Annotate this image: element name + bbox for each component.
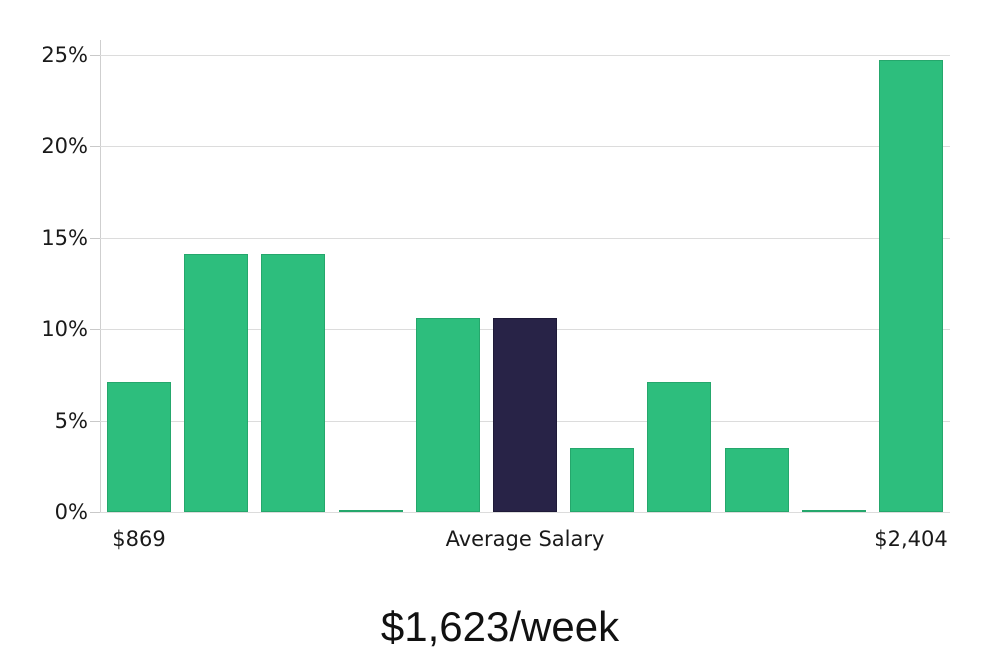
y-axis-label: 10% (41, 317, 88, 342)
y-axis-line (100, 40, 101, 513)
y-axis-label: 5% (54, 408, 88, 433)
y-tick-mark (90, 420, 100, 422)
salary-bucket-bar (570, 448, 634, 512)
y-tick-mark (90, 146, 100, 148)
salary-bucket-bar (416, 318, 480, 512)
y-axis-label: 15% (41, 225, 88, 250)
salary-bucket-bar (261, 254, 325, 512)
salary-bucket-bar (802, 510, 866, 512)
gridline (100, 146, 950, 148)
salary-bucket-bar (647, 382, 711, 512)
y-tick-mark (90, 512, 100, 513)
y-axis-label: 0% (54, 500, 88, 524)
y-axis-label: 25% (41, 42, 88, 67)
y-tick-mark (90, 237, 100, 239)
salary-bucket-bar (725, 448, 789, 512)
salary-bucket-bar (184, 254, 248, 512)
x-axis-label: $869 (112, 527, 166, 551)
gridline (100, 54, 950, 56)
y-tick-mark (90, 329, 100, 331)
average-salary-bar (493, 318, 557, 512)
x-axis-label: Average Salary (445, 527, 605, 551)
y-axis-label: 20% (41, 134, 88, 159)
gridline (100, 237, 950, 239)
y-tick-mark (90, 54, 100, 56)
salary-bucket-bar (339, 510, 403, 512)
gridline (100, 512, 950, 513)
salary-bucket-bar (107, 382, 171, 512)
x-axis-label: $2,404 (874, 527, 948, 551)
salary-bucket-bar (879, 60, 943, 512)
chart-title: $1,623/week (380, 603, 620, 650)
